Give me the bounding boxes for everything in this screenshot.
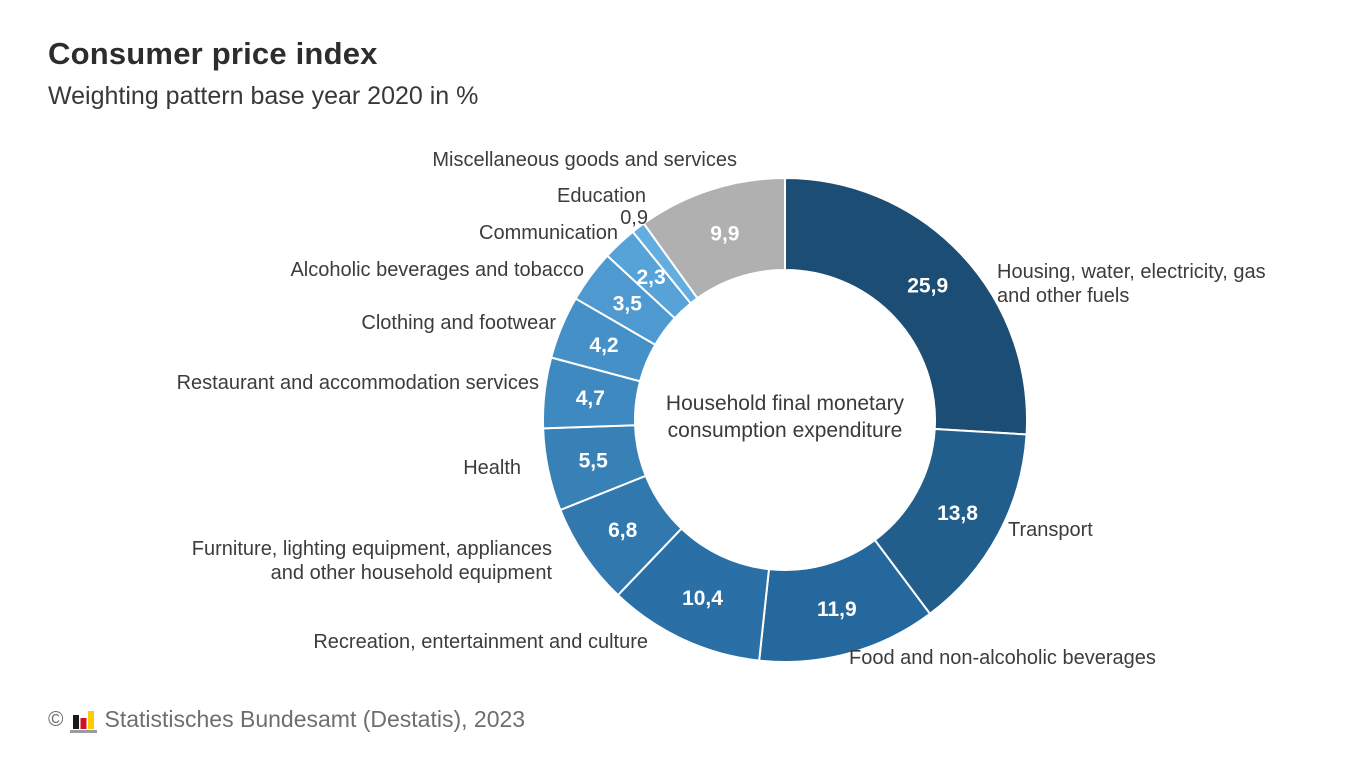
label-transport: Transport bbox=[1008, 519, 1093, 541]
segment-value-label: 4,7 bbox=[576, 387, 605, 410]
page-subtitle: Weighting pattern base year 2020 in % bbox=[48, 82, 479, 110]
label-food: Food and non-alcoholic beverages bbox=[849, 647, 1156, 669]
segment-value-label: 10,4 bbox=[682, 587, 723, 610]
page-title: Consumer price index bbox=[48, 36, 378, 71]
label-furniture: Furniture, lighting equipment, appliance… bbox=[191, 538, 552, 584]
label-education: Education bbox=[557, 185, 646, 207]
segment-value-label: 13,8 bbox=[937, 502, 978, 525]
value-education: 0,9 bbox=[620, 207, 648, 229]
segment-value-label: 2,3 bbox=[636, 266, 665, 289]
donut-segment-11 bbox=[642, 176, 786, 300]
source-line: © Statistisches Bundesamt (Destatis), 20… bbox=[48, 706, 525, 733]
segment-value-label: 5,5 bbox=[579, 449, 609, 472]
segment-value-label: 11,9 bbox=[817, 598, 857, 621]
source-text: Statistisches Bundesamt (Destatis), 2023 bbox=[104, 706, 526, 732]
segment-value-label: 25,9 bbox=[907, 275, 948, 298]
donut-segment-0 bbox=[784, 176, 1028, 436]
segment-value-label: 4,2 bbox=[589, 334, 618, 357]
destatis-logo-icon bbox=[70, 710, 98, 733]
label-restaurant: Restaurant and accommodation services bbox=[176, 372, 539, 394]
segment-value-label: 6,8 bbox=[608, 519, 638, 542]
label-clothing: Clothing and footwear bbox=[361, 312, 556, 334]
label-housing: Housing, water, electricity, gas and oth… bbox=[997, 261, 1266, 307]
label-recreation: Recreation, entertainment and culture bbox=[313, 631, 648, 653]
label-alcoholic-beverages: Alcoholic beverages and tobacco bbox=[290, 259, 584, 281]
copyright-symbol: © bbox=[48, 707, 64, 731]
label-miscellaneous: Miscellaneous goods and services bbox=[432, 149, 737, 171]
segment-value-label: 3,5 bbox=[613, 293, 643, 316]
label-communication: Communication bbox=[479, 222, 618, 244]
label-health: Health bbox=[463, 457, 521, 479]
donut-center-label: Household final monetary consumption exp… bbox=[665, 392, 905, 443]
segment-value-label: 9,9 bbox=[710, 222, 739, 245]
